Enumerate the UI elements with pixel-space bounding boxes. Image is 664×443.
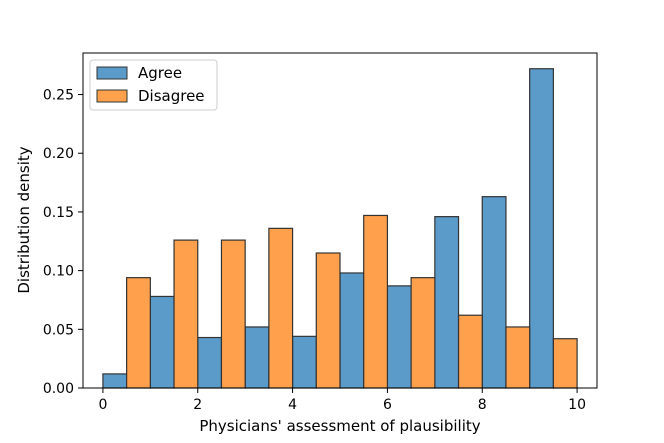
x-tick-label: 10 <box>568 397 586 413</box>
y-tick-label: 0.00 <box>43 381 74 397</box>
x-tick-label: 4 <box>288 397 297 413</box>
bar-disagree-bin-1 <box>173 239 199 389</box>
legend: Agree Disagree <box>89 59 218 111</box>
y-tick-label: 0.10 <box>43 264 74 280</box>
x-axis-label: Physicians' assessment of plausibility <box>199 417 480 435</box>
legend-label-disagree: Disagree <box>138 87 205 105</box>
bar-disagree-bin-3 <box>268 227 294 389</box>
bar-agree-bin-4 <box>291 335 317 389</box>
legend-swatch-agree <box>96 66 128 80</box>
x-tick-label: 0 <box>98 397 107 413</box>
bar-disagree-bin-5 <box>363 214 389 389</box>
legend-label-agree: Agree <box>138 64 182 82</box>
x-tick-label: 6 <box>383 397 392 413</box>
x-tick-label: 8 <box>478 397 487 413</box>
y-tick-label: 0.25 <box>43 88 74 104</box>
bar-agree-bin-0 <box>102 373 128 389</box>
bar-agree-bin-3 <box>244 326 270 389</box>
bar-disagree-bin-0 <box>126 277 151 389</box>
legend-swatch-disagree <box>96 89 128 103</box>
bar-agree-bin-1 <box>149 295 175 389</box>
x-axis: 0 2 4 6 8 10 <box>98 388 586 413</box>
bar-disagree-bin-9 <box>552 338 578 389</box>
bar-agree-bin-8 <box>481 196 507 389</box>
y-axis: 0.00 0.05 0.10 0.15 0.20 0.25 <box>43 88 83 397</box>
bars <box>102 68 578 389</box>
plot-frame <box>82 52 598 389</box>
bar-agree-bin-5 <box>339 272 365 389</box>
y-tick-label: 0.20 <box>43 146 74 162</box>
bar-disagree-bin-7 <box>457 314 483 389</box>
x-tick-label: 2 <box>193 397 202 413</box>
bar-disagree-bin-2 <box>220 239 246 389</box>
y-tick-label: 0.15 <box>43 205 74 221</box>
bar-agree-bin-9 <box>529 68 554 389</box>
bar-agree-bin-2 <box>197 336 223 389</box>
bar-disagree-bin-6 <box>410 277 436 389</box>
bar-disagree-bin-4 <box>315 252 341 389</box>
y-tick-label: 0.05 <box>43 322 74 338</box>
bar-agree-bin-6 <box>386 285 412 389</box>
bar-disagree-bin-8 <box>505 326 531 389</box>
y-axis-label: Distribution density <box>15 146 33 293</box>
bar-agree-bin-7 <box>434 216 460 389</box>
